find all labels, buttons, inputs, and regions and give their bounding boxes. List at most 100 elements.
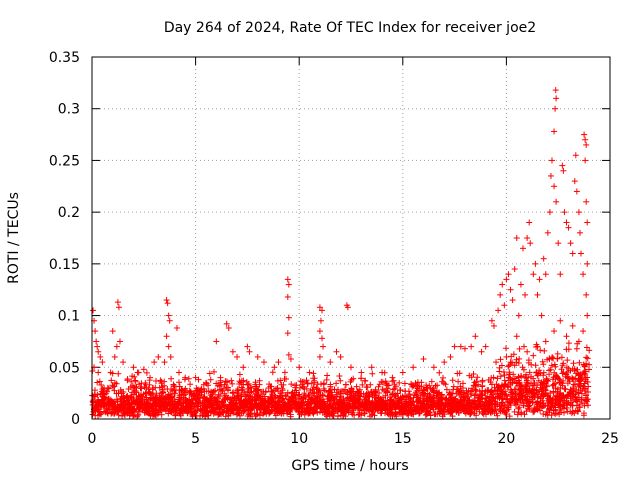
data-point [166,317,173,324]
data-point [316,304,323,311]
data-point [202,379,209,386]
data-point [515,312,522,319]
data-point [584,312,591,319]
y-tick-label: 0.15 [49,257,80,273]
data-point [161,359,168,366]
data-point [246,348,253,355]
y-tick-label: 0 [71,412,80,428]
data-point [526,219,533,226]
data-point [441,359,448,366]
data-point [244,343,251,350]
data-point [501,302,508,309]
data-point [560,167,567,174]
data-point [234,353,241,360]
data-point [572,152,579,159]
data-point [553,198,560,205]
data-point [95,348,102,355]
data-point [559,162,566,169]
x-tick-label: 5 [191,431,200,447]
data-point [151,359,158,366]
data-point [97,353,104,360]
data-point [399,369,406,376]
data-point [327,359,334,366]
data-point [317,317,324,324]
data-point [511,266,518,273]
data-point [379,369,386,376]
data-point [275,359,282,366]
y-tick-label: 0.35 [49,50,80,66]
data-point [217,374,224,381]
data-point [99,359,106,366]
data-point [561,209,568,216]
data-point [318,307,325,314]
data-point [584,219,591,226]
y-tick-label: 0.3 [58,102,80,118]
data-point [563,333,570,340]
data-point [538,312,545,319]
y-tick-label: 0.05 [49,360,80,376]
data-point [254,353,261,360]
data-point [565,224,572,231]
data-point [420,356,427,363]
data-point [478,348,485,355]
x-tick-label: 10 [290,431,308,447]
data-point [580,271,587,278]
data-point [284,293,291,300]
data-point [213,338,220,345]
data-point [93,338,100,345]
data-point [527,240,534,247]
data-point [519,245,526,252]
y-axis-label: ROTI / TECUs [6,192,22,284]
x-tick-label: 25 [601,431,619,447]
data-point [167,353,174,360]
data-point [482,343,489,350]
data-point [457,343,464,350]
data-point [163,333,170,340]
data-point [147,374,154,381]
x-tick-label: 0 [88,431,97,447]
data-point [499,281,506,288]
data-point [544,229,551,236]
data-point [285,314,292,321]
data-point [524,348,531,355]
y-tick-label: 0.1 [58,309,80,325]
data-point [430,364,437,371]
data-point [130,364,137,371]
data-point [111,353,118,360]
x-tick-label: 15 [394,431,412,447]
data-point [488,317,495,324]
data-point [573,188,580,195]
data-point [540,255,547,262]
data-point [495,307,502,314]
data-point [461,345,468,352]
data-point [548,157,555,164]
data-point [95,369,102,376]
data-point [509,297,516,304]
data-point [563,219,570,226]
data-point [318,335,325,342]
data-point [173,324,180,331]
data-point [120,359,127,366]
data-point [134,369,141,376]
data-point [271,364,278,371]
data-point [337,353,344,360]
data-point [287,356,294,363]
data-point [223,320,230,327]
data-point [115,304,122,311]
data-point [225,324,232,331]
data-point [155,353,162,360]
data-point [490,322,497,329]
data-point [546,209,553,216]
data-point [94,343,101,350]
data-point [571,178,578,185]
data-point [451,343,458,350]
data-point [113,343,120,350]
data-point [229,348,236,355]
data-point [505,271,512,278]
data-point [536,276,543,283]
data-point [580,328,587,335]
data-point [472,333,479,340]
data-point [557,317,564,324]
data-point [542,338,549,345]
